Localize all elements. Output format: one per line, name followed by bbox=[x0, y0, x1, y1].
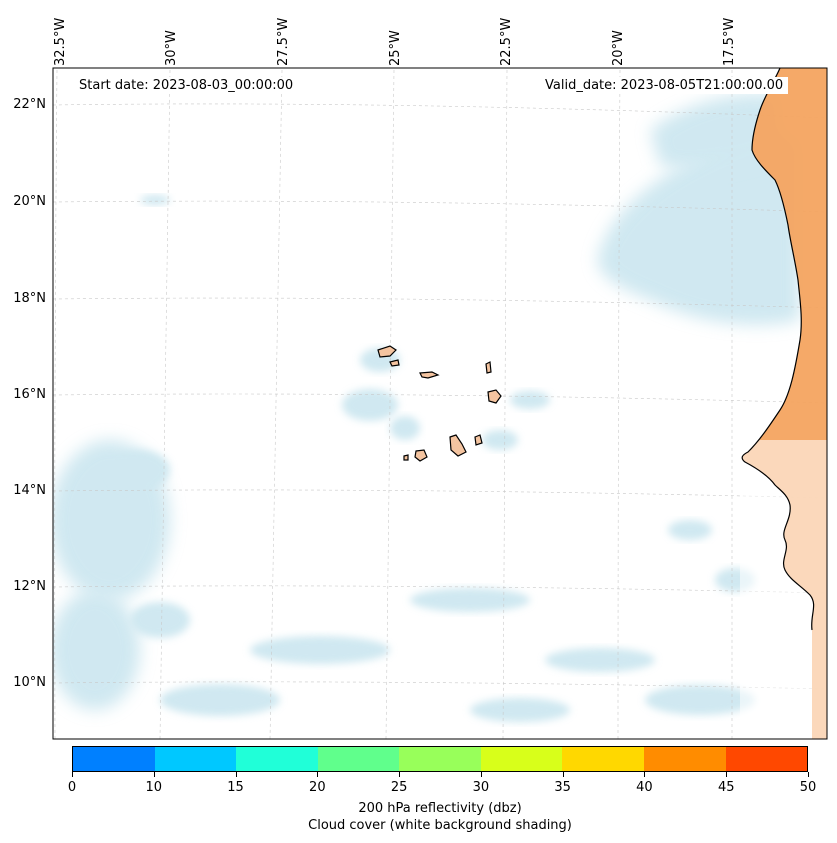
colorbar-tick bbox=[72, 772, 73, 777]
colorbar-segment bbox=[480, 747, 563, 771]
colorbar-segment bbox=[236, 747, 318, 771]
colorbar-tick-label: 25 bbox=[390, 780, 408, 795]
colorbar-tick-label: 35 bbox=[554, 780, 571, 795]
map-frame bbox=[52, 67, 828, 740]
colorbar bbox=[72, 746, 808, 772]
island-sao-vicente bbox=[389, 359, 400, 367]
start-date-label: Start date: 2023-08-03_00:00:00 bbox=[74, 77, 299, 94]
colorbar-segment bbox=[154, 747, 237, 771]
colorbar-tick bbox=[644, 772, 646, 777]
lon-label: 20°W bbox=[611, 30, 626, 66]
island-fogo bbox=[414, 449, 428, 462]
colorbar-tick-label: 50 bbox=[799, 780, 817, 795]
colorbar-tick-label: 15 bbox=[227, 780, 244, 795]
lon-label: 32.5°W bbox=[53, 17, 68, 66]
colorbar-tick-label: 20 bbox=[309, 780, 326, 795]
colorbar-segment bbox=[562, 747, 644, 771]
colorbar-tick-label: 0 bbox=[67, 780, 77, 795]
lat-label: 20°N bbox=[13, 194, 46, 209]
colorbar-tick-label: 30 bbox=[472, 780, 490, 795]
graticule bbox=[53, 69, 827, 739]
colorbar-segment bbox=[73, 747, 155, 771]
southern-coast-fade bbox=[740, 440, 827, 739]
lat-label: 22°N bbox=[13, 97, 46, 112]
lat-label: 10°N bbox=[13, 675, 46, 690]
lat-label: 18°N bbox=[13, 291, 46, 306]
island-santo-antao bbox=[377, 345, 397, 358]
island-maio bbox=[474, 434, 483, 446]
coastline bbox=[741, 68, 815, 631]
cloud-cover-shading bbox=[53, 93, 800, 722]
lon-label: 30°W bbox=[164, 30, 179, 66]
colorbar-tick bbox=[153, 772, 155, 777]
island-santiago bbox=[449, 434, 467, 457]
colorbar-segment bbox=[399, 747, 481, 771]
lon-label: 27.5°W bbox=[276, 17, 291, 66]
lon-label: 17.5°W bbox=[722, 17, 737, 66]
colorbar-tick bbox=[399, 772, 401, 777]
lat-label: 12°N bbox=[13, 579, 46, 594]
colorbar-tick bbox=[808, 772, 809, 777]
colorbar-tick-label: 40 bbox=[636, 780, 653, 795]
colorbar-tick bbox=[562, 772, 564, 777]
colorbar-tick bbox=[726, 772, 728, 777]
lon-label: 25°W bbox=[388, 30, 403, 66]
colorbar-segment bbox=[725, 747, 808, 771]
lat-label: 16°N bbox=[13, 387, 46, 402]
valid-date-label: Valid_date: 2023-08-05T21:00:00.00 bbox=[540, 77, 789, 94]
colorbar-tick bbox=[235, 772, 237, 777]
lat-label: 14°N bbox=[13, 483, 46, 498]
island-sao-nicolau bbox=[419, 371, 440, 379]
colorbar-segment bbox=[643, 747, 726, 771]
colorbar-tick bbox=[317, 772, 319, 777]
colorbar-tick-label: 10 bbox=[145, 780, 163, 795]
colorbar-label-reflectivity: 200 hPa reflectivity (dbz) bbox=[358, 801, 522, 816]
island-boa-vista bbox=[487, 389, 502, 404]
island-sal bbox=[485, 361, 492, 374]
colorbar-segment bbox=[317, 747, 400, 771]
cabo-verde-islands bbox=[377, 345, 502, 462]
colorbar-label-cloud-cover: Cloud cover (white background shading) bbox=[308, 818, 572, 833]
lon-label: 22.5°W bbox=[499, 17, 514, 66]
island-brava bbox=[403, 454, 409, 461]
colorbar-tick bbox=[480, 772, 482, 777]
colorbar-tick-label: 45 bbox=[717, 780, 735, 795]
